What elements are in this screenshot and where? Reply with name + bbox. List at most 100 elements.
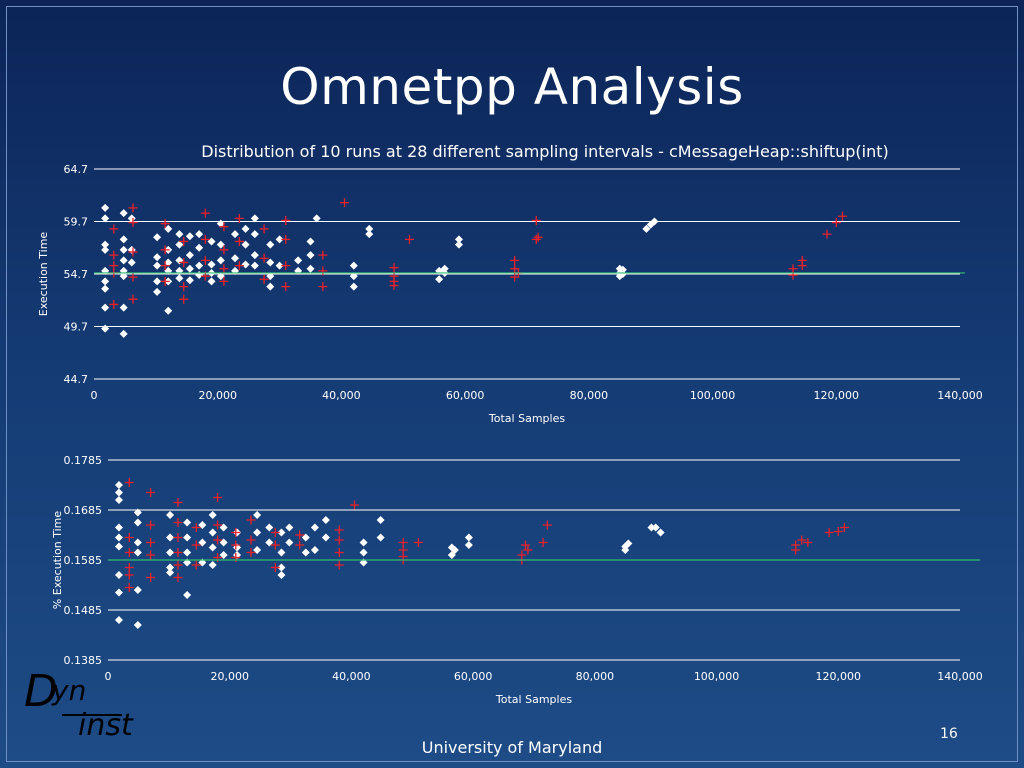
data-point-diamond [250, 230, 259, 239]
data-point-diamond [285, 538, 294, 547]
data-point-plus [318, 266, 328, 276]
data-point-diamond [301, 548, 310, 557]
data-point-plus [191, 540, 201, 550]
data-point-plus [124, 478, 134, 487]
data-point-diamond [185, 232, 194, 241]
data-point-diamond [119, 256, 128, 265]
data-point-plus [281, 282, 291, 292]
data-point-diamond [275, 235, 284, 244]
x-tick-label: 80,000 [576, 670, 615, 683]
data-point-plus [259, 253, 269, 263]
data-point-diamond [133, 538, 142, 547]
data-point-plus [124, 533, 134, 542]
data-point-diamond [306, 264, 315, 273]
data-point-diamond [164, 258, 173, 267]
data-point-plus [109, 224, 119, 234]
data-point-diamond [310, 546, 319, 554]
data-point-plus [213, 493, 223, 502]
data-point-plus [200, 208, 210, 218]
data-point-diamond [119, 209, 128, 218]
data-point-plus [531, 215, 541, 225]
x-tick-label: 40,000 [322, 389, 361, 402]
data-point-plus [173, 573, 183, 582]
data-point-diamond [253, 528, 262, 537]
data-point-plus [160, 245, 170, 255]
data-point-diamond [133, 621, 142, 629]
data-point-plus [146, 488, 156, 497]
data-point-diamond [175, 230, 184, 239]
data-point-diamond [185, 251, 194, 260]
data-point-plus [803, 538, 813, 547]
x-tick-label: 140,000 [937, 389, 983, 402]
data-point-diamond [127, 258, 136, 267]
data-point-diamond [133, 508, 142, 517]
data-point-diamond [275, 261, 284, 270]
data-point-diamond [101, 324, 110, 333]
y-tick-label: 44.7 [64, 373, 89, 386]
data-point-diamond [185, 276, 194, 285]
data-point-diamond [114, 496, 123, 504]
x-tick-label: 100,000 [694, 670, 740, 683]
data-point-diamond [216, 240, 225, 249]
data-point-plus [109, 250, 119, 260]
data-point-diamond [266, 240, 275, 249]
data-point-plus [146, 538, 156, 547]
data-point-diamond [651, 523, 660, 532]
data-point-plus [318, 250, 328, 260]
data-point-diamond [621, 546, 630, 554]
data-point-diamond [253, 511, 262, 519]
data-point-diamond [183, 591, 192, 599]
data-point-plus [219, 245, 229, 255]
data-point-diamond [464, 533, 473, 542]
data-point-diamond [321, 516, 330, 524]
data-point-diamond [454, 240, 463, 249]
data-point-diamond [207, 277, 216, 286]
data-point-diamond [349, 282, 358, 291]
x-tick-label: 120,000 [816, 670, 862, 683]
data-point-plus [124, 548, 134, 557]
data-point-plus [128, 218, 138, 228]
data-point-diamond [376, 516, 385, 524]
y-tick-label: 0.1585 [64, 554, 103, 567]
data-point-plus [389, 263, 399, 273]
slide-title: Omnetpp Analysis [280, 58, 744, 116]
data-point-plus [542, 520, 552, 530]
data-point-plus [270, 540, 280, 550]
y-tick-label: 59.7 [64, 216, 89, 229]
x-tick-label: 100,000 [690, 389, 736, 402]
data-point-plus [334, 560, 344, 570]
data-point-diamond [101, 303, 110, 312]
data-point-diamond [114, 523, 123, 532]
data-point-diamond [349, 272, 358, 281]
data-point-diamond [207, 260, 216, 269]
data-point-diamond [216, 256, 225, 265]
data-point-plus [520, 540, 530, 550]
data-point-plus [146, 550, 156, 560]
x-tick-label: 140,000 [937, 670, 983, 683]
data-point-diamond [101, 284, 110, 293]
data-point-diamond [349, 261, 358, 270]
data-point-plus [318, 282, 328, 292]
logo-letter-d: D [24, 666, 58, 717]
data-point-diamond [133, 548, 142, 557]
data-point-plus [124, 570, 134, 580]
data-point-diamond [464, 541, 473, 549]
data-point-diamond [114, 616, 123, 624]
data-point-diamond [185, 264, 194, 273]
data-point-plus [160, 276, 170, 286]
data-point-diamond [266, 282, 275, 291]
data-point-diamond [306, 251, 315, 260]
data-point-plus [259, 224, 269, 234]
data-point-diamond [101, 240, 110, 249]
data-point-plus [791, 540, 801, 550]
data-point-plus [231, 540, 241, 550]
data-point-diamond [277, 571, 286, 579]
y-tick-label: 54.7 [64, 268, 89, 281]
data-point-diamond [231, 254, 240, 263]
y-tick-label: 49.7 [64, 321, 89, 334]
data-point-diamond [183, 518, 192, 527]
data-point-plus [413, 538, 423, 547]
data-point-diamond [119, 272, 128, 281]
data-point-plus [173, 533, 183, 542]
